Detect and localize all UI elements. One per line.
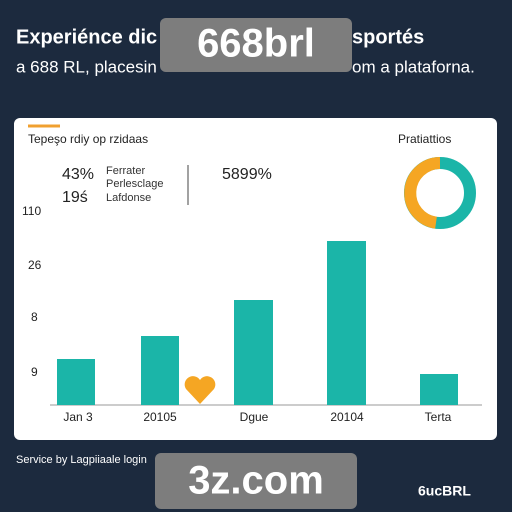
card [14, 118, 497, 440]
brand: 6ucBRL [418, 483, 471, 499]
bar [327, 241, 366, 405]
y-label: 8 [31, 310, 38, 324]
header-text: sportés [352, 26, 424, 48]
side-title: Pratiattios [398, 132, 451, 146]
x-label: 20104 [330, 410, 364, 424]
bar [234, 300, 273, 405]
badge-text: 668brl [197, 22, 315, 66]
stat-label: Lafdonse [106, 192, 151, 204]
footer-text[interactable]: Service by Lagpiiaale login [16, 454, 147, 466]
x-label: Terta [425, 410, 452, 424]
x-label: 20105 [143, 410, 177, 424]
stat-label: Ferrater [106, 165, 145, 177]
header-subtext: om a plataforna. [352, 57, 475, 76]
donut-segment [404, 157, 441, 229]
bar [141, 336, 179, 405]
bar [420, 374, 458, 405]
header-subtext: a 688 RL, placesin [16, 57, 157, 76]
x-label: Dgue [240, 410, 269, 424]
y-label: 26 [28, 258, 42, 272]
badge-text: 3z.com [188, 459, 324, 503]
stat-label: Perlesclage [106, 178, 163, 190]
x-label: Jan 3 [63, 410, 93, 424]
stat: 19ś [62, 189, 88, 206]
badge-box [155, 453, 357, 509]
y-label: 9 [31, 365, 38, 379]
stat: 5899% [222, 166, 272, 183]
y-label: 110 [22, 204, 41, 218]
heart-icon [184, 376, 216, 404]
card-title: Tepeşo rdiy op rzidaas [28, 132, 148, 146]
header-text: Experiénce dic [16, 26, 157, 48]
stat: 43% [62, 166, 94, 183]
bar [57, 359, 95, 405]
badge-box [160, 18, 352, 72]
